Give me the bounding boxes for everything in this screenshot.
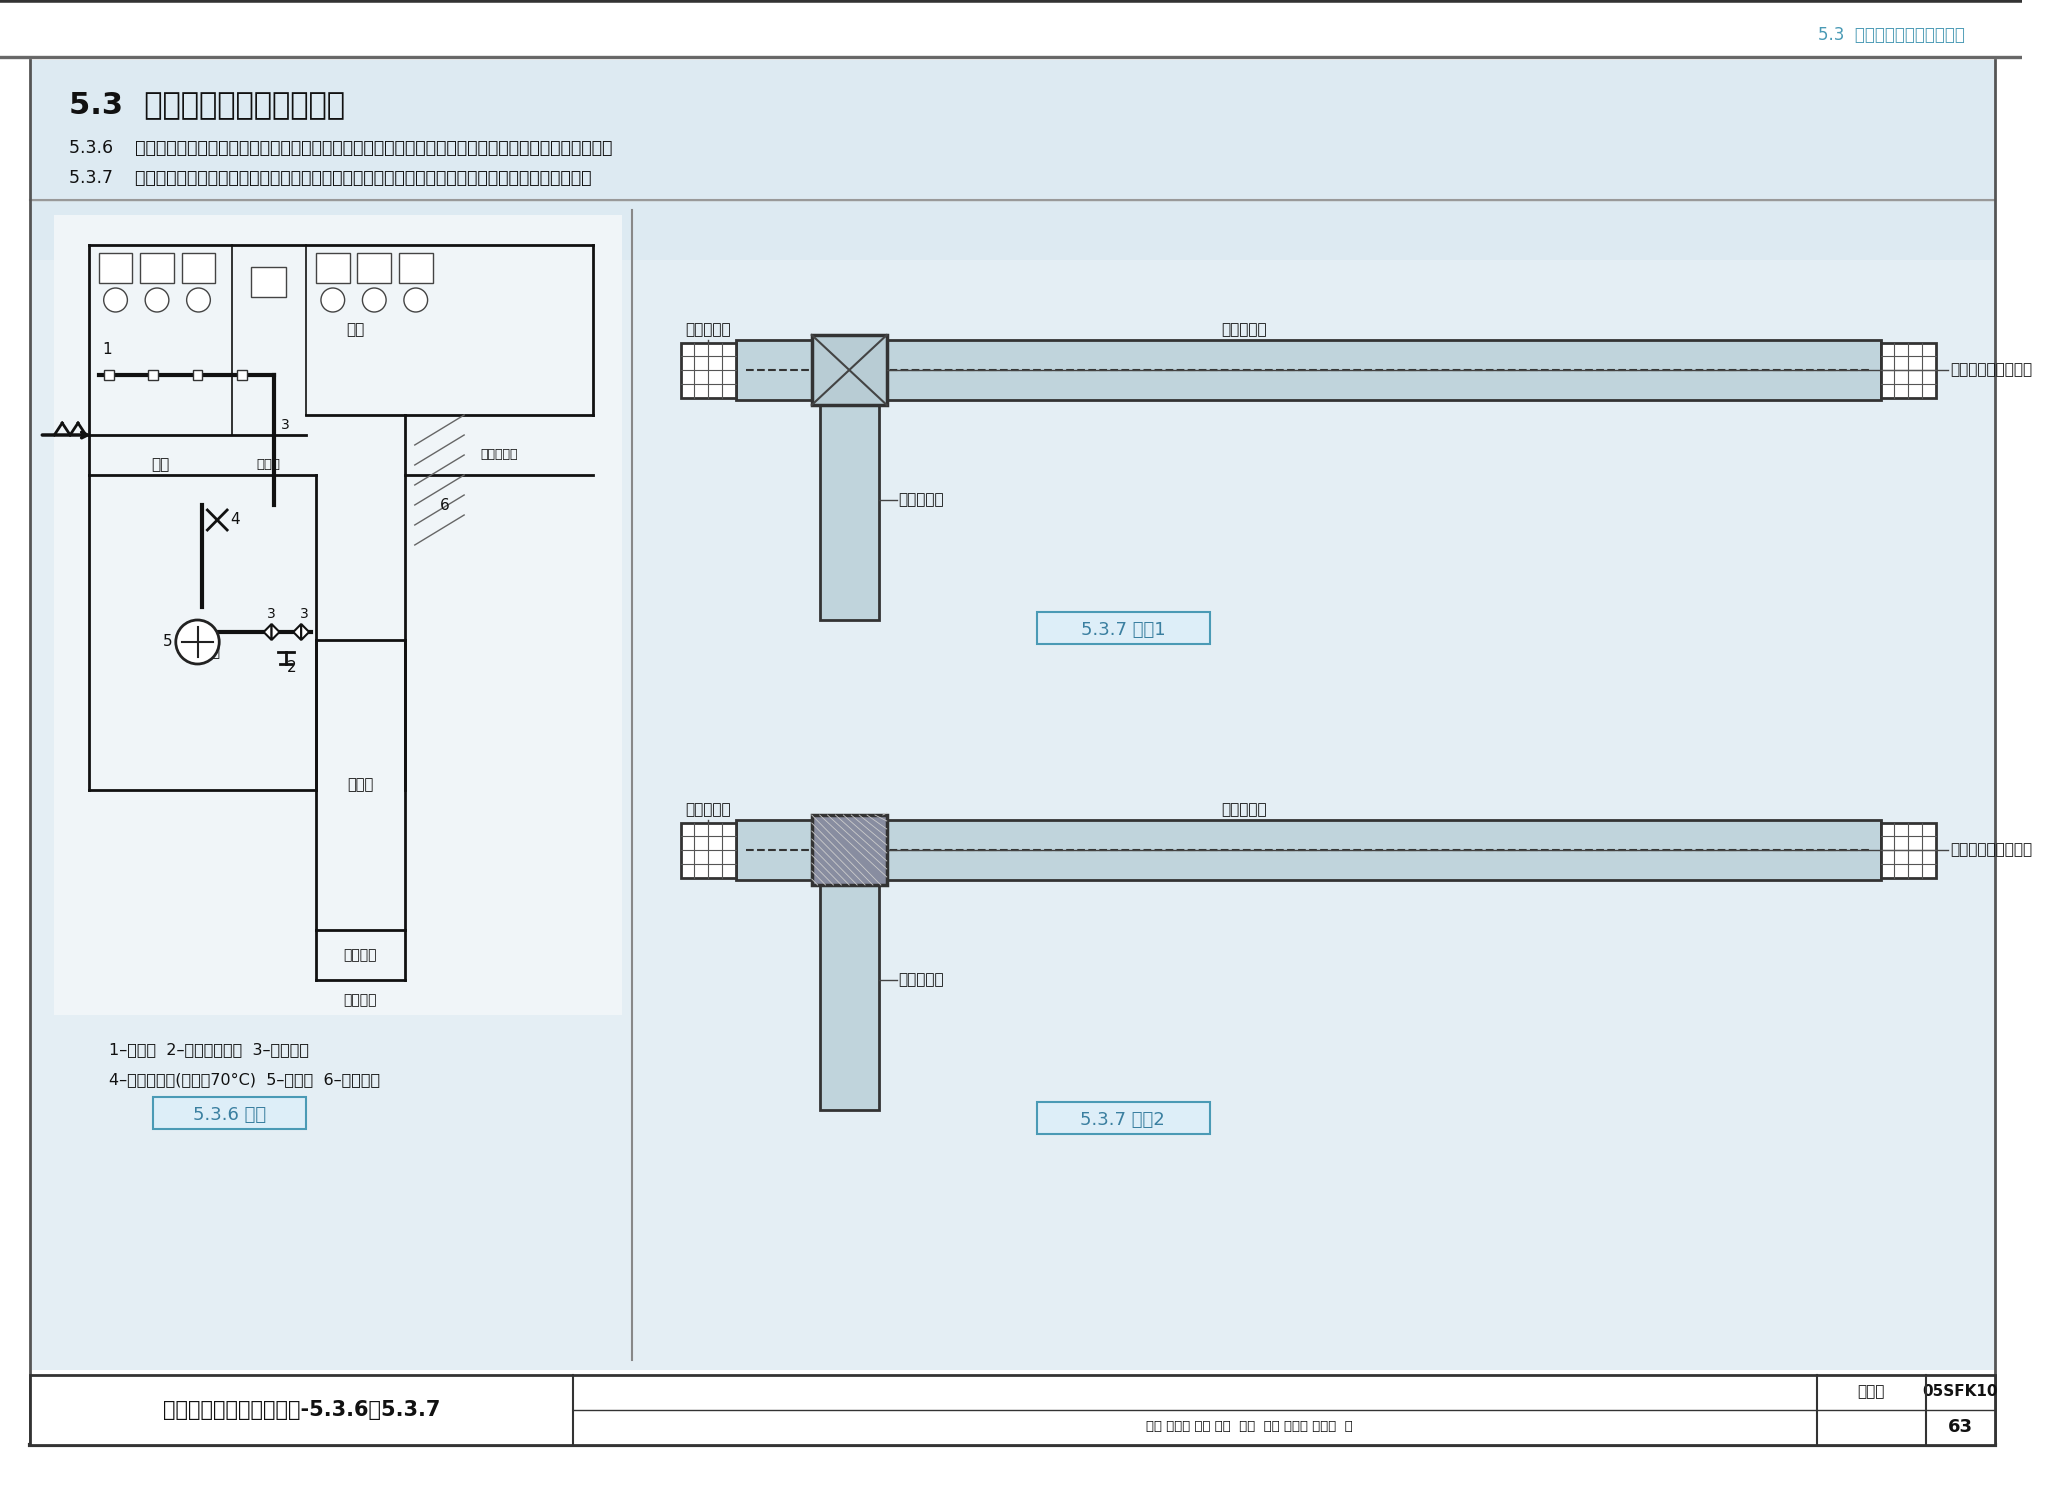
Bar bbox=[29, 60, 1995, 260]
Text: 排风竖井: 排风竖井 bbox=[344, 993, 377, 1008]
Bar bbox=[0, 0, 2023, 58]
Circle shape bbox=[403, 289, 428, 312]
Bar bbox=[1036, 1102, 1210, 1135]
Polygon shape bbox=[272, 623, 279, 640]
Bar bbox=[358, 253, 391, 283]
Bar bbox=[182, 253, 215, 283]
Text: 图集号: 图集号 bbox=[1858, 1384, 1884, 1399]
Circle shape bbox=[186, 289, 211, 312]
Text: 平时预留接管盲法兰: 平时预留接管盲法兰 bbox=[1950, 843, 2032, 858]
Text: 5.3.6    防空地下室内的厕所、盥洗室、污水泵房等排风房间，宜按防护单元单独设置排风系统，且宜平战两用。: 5.3.6 防空地下室内的厕所、盥洗室、污水泵房等排风房间，宜按防护单元单独设置… bbox=[70, 139, 612, 157]
Bar bbox=[29, 1375, 1995, 1446]
Bar bbox=[29, 60, 1995, 1369]
Bar bbox=[399, 253, 432, 283]
Text: 战时通风管: 战时通风管 bbox=[899, 973, 944, 988]
Circle shape bbox=[145, 289, 168, 312]
Text: 简易洗消间: 简易洗消间 bbox=[479, 448, 518, 462]
Text: 平时通风口: 平时通风口 bbox=[686, 803, 731, 818]
Text: 男厕: 男厕 bbox=[152, 457, 170, 472]
Bar bbox=[154, 1097, 305, 1129]
Bar bbox=[819, 881, 879, 1109]
Bar bbox=[250, 268, 287, 298]
Bar bbox=[139, 253, 174, 283]
Bar bbox=[238, 369, 248, 380]
Text: 5.3.7 图示1: 5.3.7 图示1 bbox=[1081, 620, 1165, 638]
Polygon shape bbox=[264, 623, 272, 640]
Text: 扩散室: 扩散室 bbox=[348, 777, 373, 792]
Bar bbox=[1882, 824, 1935, 878]
Polygon shape bbox=[301, 623, 309, 640]
Text: 4–防火调节阀(常开，70°C)  5–排风机  6–通风短管: 4–防火调节阀(常开，70°C) 5–排风机 6–通风短管 bbox=[109, 1072, 379, 1087]
Bar bbox=[819, 401, 879, 620]
Text: 排风机室: 排风机室 bbox=[184, 644, 219, 659]
Text: 1–排风口  2–自动排气活门  3–密闭阀门: 1–排风口 2–自动排气活门 3–密闭阀门 bbox=[109, 1042, 309, 1057]
Text: 审核 耿世彤 校对 完勇  茲多  设计 杨盛地 仍感佳  页: 审核 耿世彤 校对 完勇 茲多 设计 杨盛地 仍感佳 页 bbox=[1145, 1420, 1352, 1434]
Text: 3: 3 bbox=[281, 419, 289, 432]
Text: 2: 2 bbox=[287, 659, 297, 674]
Bar bbox=[682, 824, 735, 878]
Text: 平时通风管: 平时通风管 bbox=[1221, 803, 1268, 818]
Text: 6: 6 bbox=[440, 498, 449, 513]
Text: 5.3  平战结合及平战功能转换: 5.3 平战结合及平战功能转换 bbox=[70, 91, 346, 120]
Text: 05SFK10: 05SFK10 bbox=[1923, 1384, 1999, 1399]
Text: 5.3  平战结合及平战功能转换: 5.3 平战结合及平战功能转换 bbox=[1819, 25, 1966, 43]
Circle shape bbox=[322, 289, 344, 312]
Text: 3: 3 bbox=[299, 607, 309, 620]
Text: 平时通风管: 平时通风管 bbox=[1221, 323, 1268, 338]
Bar bbox=[147, 369, 158, 380]
Polygon shape bbox=[293, 623, 301, 640]
Text: 平时预留接管转换阀: 平时预留接管转换阀 bbox=[1950, 362, 2032, 378]
Text: 女厕: 女厕 bbox=[346, 323, 365, 338]
Text: 战时通风管: 战时通风管 bbox=[899, 492, 944, 507]
Text: 4: 4 bbox=[229, 513, 240, 528]
Bar bbox=[811, 815, 887, 885]
Text: 5.3.7    防空地下室战时的通风管道及风口应尽量利用平时的通风管道及风口，但应在接口处设置转换阀门。: 5.3.7 防空地下室战时的通风管道及风口应尽量利用平时的通风管道及风口，但应在… bbox=[70, 169, 592, 187]
Text: 排风竖井: 排风竖井 bbox=[344, 948, 377, 961]
Bar bbox=[55, 215, 623, 1015]
Circle shape bbox=[362, 289, 387, 312]
Text: 盥洗室: 盥洗室 bbox=[256, 459, 281, 471]
Bar bbox=[1882, 342, 1935, 398]
Text: 平战结合及平战功能转换-5.3.6、5.3.7: 平战结合及平战功能转换-5.3.6、5.3.7 bbox=[162, 1399, 440, 1420]
Bar bbox=[735, 339, 1882, 401]
Text: 平时通风口: 平时通风口 bbox=[686, 323, 731, 338]
Text: 5.3.7 图示2: 5.3.7 图示2 bbox=[1081, 1111, 1165, 1129]
Bar bbox=[735, 819, 1882, 881]
Bar bbox=[682, 342, 735, 398]
Bar bbox=[1036, 611, 1210, 644]
Bar bbox=[104, 369, 113, 380]
Circle shape bbox=[104, 289, 127, 312]
Text: 3: 3 bbox=[266, 607, 276, 620]
Bar bbox=[811, 335, 887, 405]
Circle shape bbox=[176, 620, 219, 664]
Text: 63: 63 bbox=[1948, 1417, 1972, 1437]
Text: 5.3.6 图示: 5.3.6 图示 bbox=[193, 1106, 266, 1124]
Bar bbox=[98, 253, 133, 283]
Text: 1: 1 bbox=[102, 342, 111, 357]
Text: 5: 5 bbox=[164, 634, 172, 649]
Bar bbox=[193, 369, 203, 380]
Bar bbox=[315, 253, 350, 283]
